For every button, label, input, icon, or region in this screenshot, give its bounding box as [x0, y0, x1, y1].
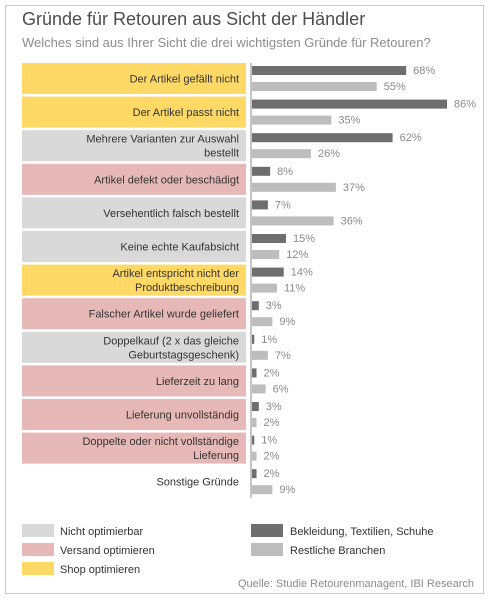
bar-restliche	[252, 485, 273, 495]
legend-swatch	[251, 524, 283, 537]
bar-bekleidung	[252, 469, 257, 479]
data-label: 8%	[277, 166, 293, 178]
category-label: Keine echte Kaufabsicht	[120, 242, 239, 254]
legend-label: Bekleidung, Textilien, Schuhe	[290, 526, 434, 538]
category-label: Doppelte oder nicht vollständige Lieferun…	[82, 436, 239, 462]
data-label: 68%	[413, 65, 435, 77]
bar-restliche	[252, 317, 273, 327]
category-label: Der Artikel gefällt nicht	[130, 74, 239, 86]
data-label: 2%	[264, 417, 280, 429]
category-label-box	[22, 399, 246, 430]
category-label-box	[22, 197, 246, 229]
data-label: 11%	[284, 283, 305, 295]
data-label: 36%	[341, 215, 363, 227]
chart-subtitle: Welches sind aus Ihrer Sicht die drei wi…	[22, 35, 431, 50]
category-label-box	[22, 365, 246, 397]
category-label-box	[22, 331, 246, 363]
data-label: 62%	[400, 132, 422, 144]
bar-restliche	[252, 216, 334, 226]
legend-label: Nicht optimierbar	[60, 526, 143, 538]
legend-label: Shop optimieren	[60, 564, 140, 576]
bar-bekleidung	[252, 435, 255, 445]
category-label: Der Artikel passt nicht	[133, 107, 239, 119]
bar-restliche	[252, 384, 266, 394]
bar-restliche	[252, 451, 257, 461]
data-label: 9%	[279, 484, 295, 496]
legend-swatch	[22, 562, 54, 575]
bar-bekleidung	[252, 133, 393, 143]
category-label: Artikel entspricht nicht der Produktbesch…	[112, 268, 239, 294]
bar-restliche	[252, 149, 311, 159]
category-label: Sonstige Gründe	[156, 477, 239, 489]
data-label: 55%	[384, 81, 406, 93]
bar-bekleidung	[252, 301, 259, 311]
data-label: 12%	[286, 249, 308, 261]
category-label-box	[22, 432, 246, 464]
category-label-box	[22, 231, 246, 262]
bar-bekleidung	[252, 234, 287, 243]
category-label: Artikel defekt oder beschädigt	[94, 174, 239, 186]
bar-bekleidung	[252, 334, 255, 344]
bar-restliche	[252, 182, 336, 192]
category-label-box	[22, 96, 246, 128]
legend-swatch	[251, 543, 283, 556]
bar-bekleidung	[252, 99, 447, 109]
data-label: 2%	[264, 367, 280, 379]
legend-label: Versand optimieren	[60, 545, 155, 557]
legend-label: Restliche Branchen	[290, 545, 385, 557]
data-label: 37%	[343, 182, 365, 194]
category-label: Falscher Artikel wurde geliefert	[89, 309, 239, 321]
data-label: 14%	[291, 267, 313, 279]
legend-swatch	[22, 524, 54, 537]
bar-bekleidung	[252, 166, 271, 176]
bar-bekleidung	[252, 402, 259, 411]
bar-restliche	[252, 350, 268, 360]
category-label-box	[22, 63, 246, 94]
data-label: 7%	[275, 199, 291, 211]
data-label: 1%	[261, 334, 277, 346]
bar-restliche	[252, 283, 277, 293]
category-label-box	[22, 264, 246, 296]
chart-title: Gründe für Retouren aus Sicht der Händle…	[22, 9, 366, 29]
data-label: 2%	[264, 468, 280, 480]
data-label: 3%	[266, 401, 282, 413]
category-label-box	[22, 130, 246, 162]
category-label-box	[22, 163, 246, 195]
data-label: 9%	[279, 316, 295, 328]
data-label: 26%	[318, 148, 340, 160]
bar-restliche	[252, 250, 280, 259]
bar-restliche	[252, 115, 332, 125]
data-label: 15%	[293, 233, 315, 245]
bar-restliche	[252, 82, 377, 91]
data-label: 3%	[266, 300, 282, 312]
category-label: Versehentlich falsch bestellt	[103, 208, 239, 220]
bar-bekleidung	[252, 200, 268, 210]
category-label-box	[22, 466, 246, 498]
bar-bekleidung	[252, 66, 407, 75]
data-label: 35%	[338, 115, 360, 127]
category-label: Lieferzeit zu lang	[156, 376, 239, 388]
source-note: Quelle: Studie Retourenmanagent, IBI Res…	[238, 578, 474, 590]
legend-swatch	[22, 543, 54, 556]
data-label: 7%	[275, 350, 291, 362]
category-label: Doppelkauf (2 x das gleiche Geburtstagsge…	[103, 335, 239, 361]
data-label: 86%	[454, 99, 476, 111]
bar-restliche	[252, 418, 257, 427]
category-label-box	[22, 298, 246, 330]
data-label: 2%	[264, 451, 280, 463]
data-label: 1%	[261, 435, 277, 447]
category-label: Lieferung unvollständig	[126, 410, 239, 422]
bar-bekleidung	[252, 267, 284, 277]
data-label: 6%	[273, 383, 289, 395]
category-label: Mehrere Varianten zur Auswahl bestellt	[86, 134, 239, 160]
bar-bekleidung	[252, 368, 257, 378]
